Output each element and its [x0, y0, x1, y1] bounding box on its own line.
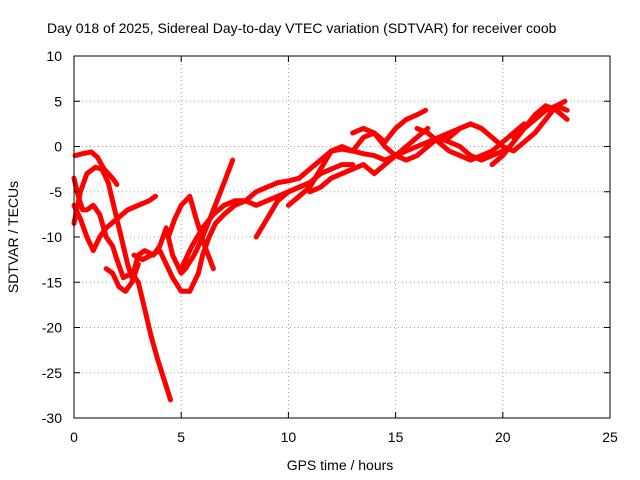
- grid-layer: [74, 56, 610, 418]
- y-tick-label: -10: [42, 229, 62, 245]
- y-tick-label: 5: [54, 93, 62, 109]
- series-trace-11: [285, 107, 429, 208]
- x-tick-label: 10: [281, 429, 297, 445]
- series-trace-2: [71, 157, 236, 281]
- y-tick-label: 0: [54, 139, 62, 155]
- y-axis-label: SDTVAR / TECUs: [5, 181, 21, 293]
- series-trace-5: [103, 261, 141, 294]
- y-tick-label: -25: [42, 365, 62, 381]
- x-tick-label: 25: [602, 429, 618, 445]
- x-tick-label: 20: [495, 429, 511, 445]
- x-tick-label: 5: [177, 429, 185, 445]
- y-tick-label: -30: [42, 410, 62, 426]
- x-tick-label: 0: [70, 429, 78, 445]
- series-trace-1: [72, 149, 120, 187]
- y-tick-label: -20: [42, 320, 62, 336]
- series-trace-7: [165, 193, 216, 272]
- x-tick-label: 15: [388, 429, 404, 445]
- y-tick-label: -5: [50, 184, 63, 200]
- series-trace-9: [253, 162, 356, 240]
- series-layer: [71, 98, 570, 403]
- x-axis-label: GPS time / hours: [287, 457, 394, 473]
- series-trace-15: [436, 98, 568, 154]
- tick-layer: 0 5 10 15 20 25 -30 -25 -20 -15 -10 -5 0 5 10: [42, 48, 618, 445]
- y-tick-label: 10: [46, 48, 62, 64]
- y-tick-label: -15: [42, 274, 62, 290]
- series-trace-17: [511, 103, 570, 140]
- chart-title: Day 018 of 2025, Sidereal Day-to-day VTE…: [47, 20, 557, 36]
- series-trace-6: [131, 198, 248, 294]
- series-trace-4: [71, 193, 158, 254]
- series-trace-3: [71, 175, 173, 403]
- series-trace-14: [414, 121, 527, 163]
